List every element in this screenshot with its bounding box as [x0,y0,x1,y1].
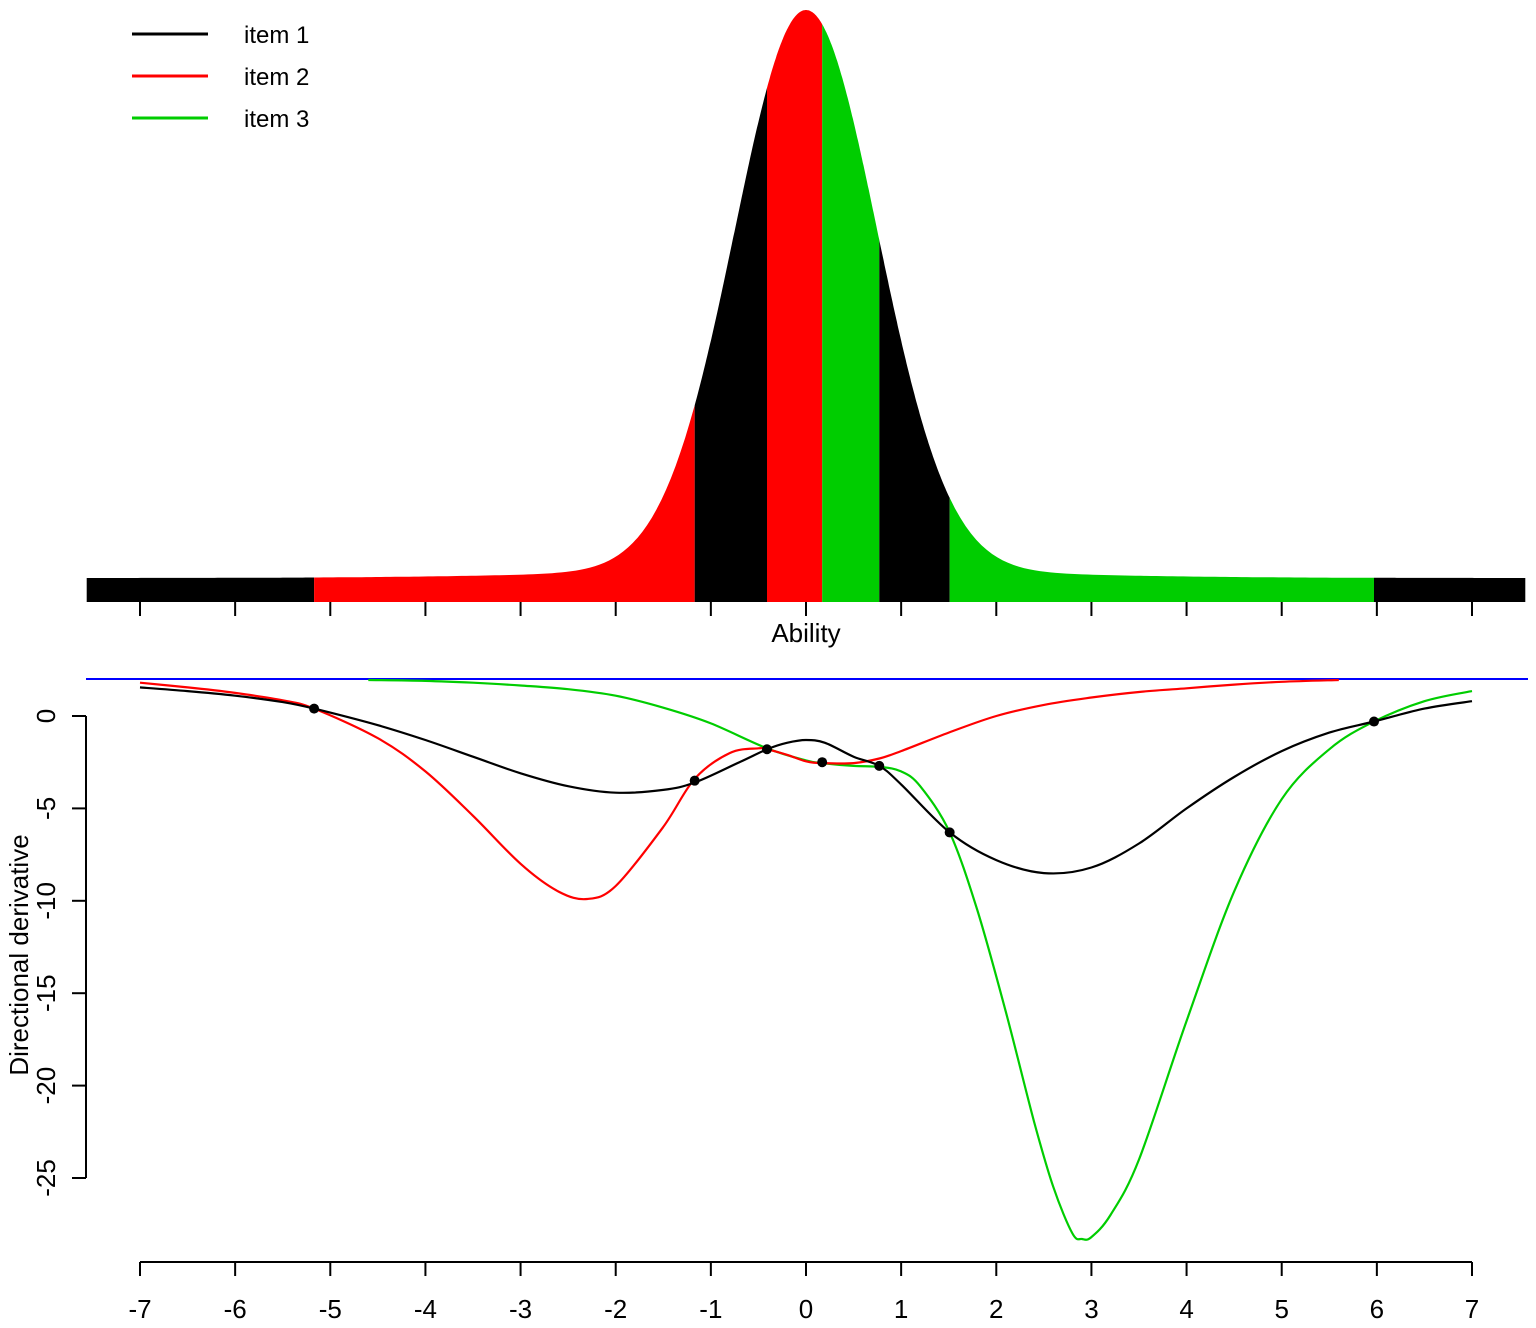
x-tick-label--6: -6 [224,1294,247,1324]
y-tick-label--5: -5 [31,797,61,820]
x-tick-label--5: -5 [319,1294,342,1324]
series-line-item-2 [139,678,1339,901]
series-lines [86,678,1528,1241]
x-axis: -7 -6 -5 -4 -3 -2 -1 0 1 2 3 4 5 6 7 [128,1261,1479,1324]
density-segment-1-item-1 [86,577,315,602]
x-tick-label-5: 5 [1274,1294,1288,1324]
y-tick-label--10: -10 [31,882,61,920]
density-segment-5-item-3 [822,24,880,602]
marker-point-1 [309,703,320,714]
x-tick-label-7: 7 [1465,1294,1479,1324]
legend: item 1 item 2 item 3 [132,22,309,133]
density-segment-4-item-2 [767,10,823,602]
x-tick-label-1: 1 [894,1294,908,1324]
legend-label-item-3: item 3 [244,106,309,133]
y-tick-label--20: -20 [31,1067,61,1105]
density-segment-2-item-2 [314,405,695,602]
y-tick-label--25: -25 [31,1159,61,1197]
x-tick-label-0: 0 [799,1294,813,1324]
marker-point-4 [817,757,828,768]
directional-derivative-panel: 0-5-10-15-20-25 -7 -6 -5 -4 -3 -2 -1 0 1 2 3 4 5 6 7 D… [4,678,1528,1324]
marker-point-5 [874,760,885,771]
y-tick-label--15: -15 [31,974,61,1012]
x-tick-label--3: -3 [509,1294,532,1324]
marker-point-3 [761,744,772,755]
density-segment-7-item-3 [949,497,1374,602]
y-axis: 0 -5 -10 -15 -20 -25 [31,709,87,1197]
marker-point-7 [1369,716,1380,727]
density-segment-8-item-1 [1374,577,1526,602]
series-line-item-1 [139,686,1473,875]
marker-point-6 [944,827,955,838]
x-axis-label: Ability [771,618,840,648]
x-tick-label--2: -2 [604,1294,627,1324]
y-tick-label-0: 0 [31,709,61,723]
x-tick-label--7: -7 [128,1294,151,1324]
x-tick-label-3: 3 [1084,1294,1098,1324]
x-tick-label--1: -1 [699,1294,722,1324]
top-x-axis-ticks [139,602,1473,616]
x-tick-label--4: -4 [414,1294,437,1324]
legend-label-item-1: item 1 [244,22,309,49]
ability-density-panel: Ability item 1 item 2 item 3 [86,10,1526,648]
series-line-item-3 [368,678,1473,1241]
x-tick-label-4: 4 [1179,1294,1193,1324]
density-segment-6-item-1 [879,239,950,602]
series-points [309,703,1380,838]
marker-point-2 [689,775,700,786]
density-segments [86,10,1526,602]
legend-label-item-2: item 2 [244,64,309,91]
y-axis-label: Directional derivative [4,834,34,1075]
density-segment-3-item-1 [694,87,767,602]
x-tick-label-6: 6 [1370,1294,1384,1324]
x-tick-label-2: 2 [989,1294,1003,1324]
